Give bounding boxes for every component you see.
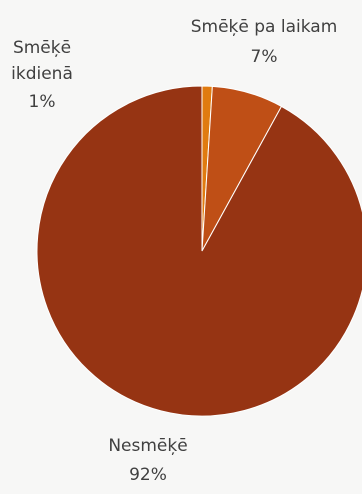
slice-label-value-nesmeke: 92% <box>129 465 167 485</box>
pie-slices <box>36 85 362 417</box>
slice-label-name-nesmeke: Nesmēķē <box>108 436 187 456</box>
slice-label-name-smeke-ikdiena-line1: Smēķē <box>13 38 71 58</box>
slice-label-name-smeke-pa-laikam: Smēķē pa laikam <box>191 17 338 37</box>
pie-slice-2 <box>36 85 362 417</box>
slice-label-value-smeke-pa-laikam: 7% <box>251 47 278 67</box>
slice-label-value-smeke-ikdiena: 1% <box>29 92 56 112</box>
slice-label-name-smeke-ikdiena-line2: ikdienā <box>11 64 73 84</box>
